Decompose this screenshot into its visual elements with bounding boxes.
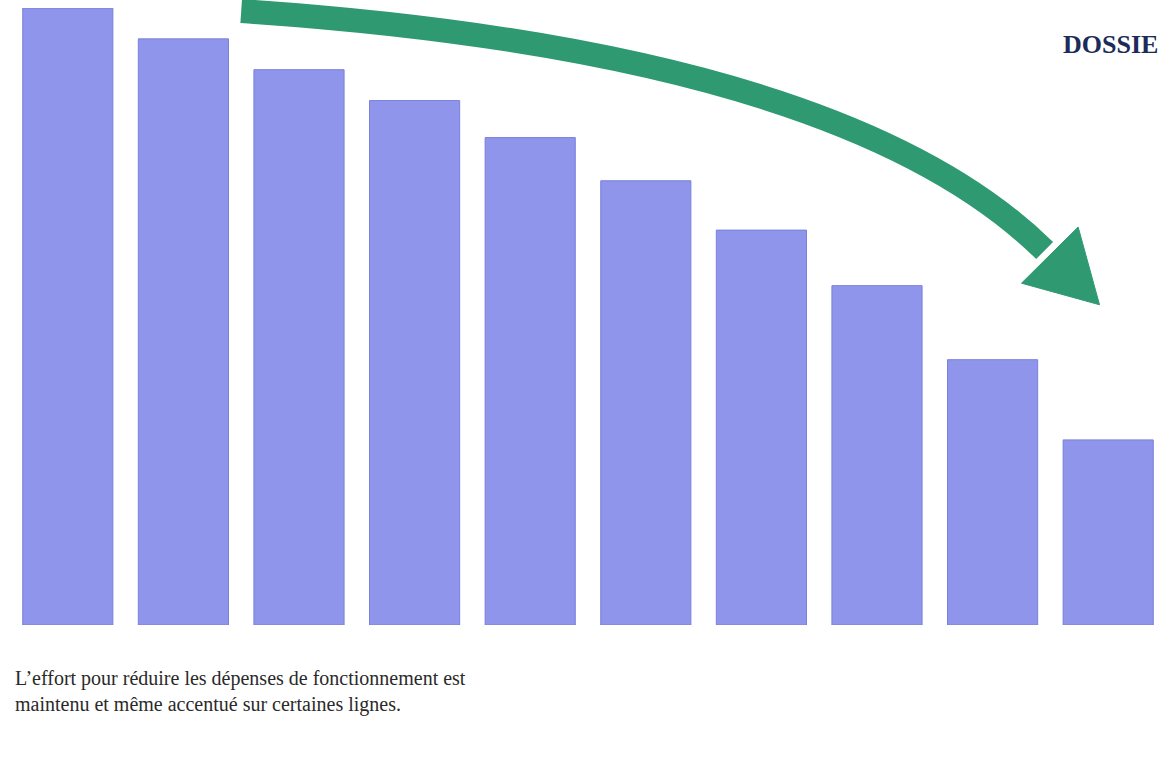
svg-text:DOSSIE: DOSSIE [1063,30,1158,59]
svg-text:L’effort pour réduire les dépe: L’effort pour réduire les dépenses de fo… [15,667,466,716]
